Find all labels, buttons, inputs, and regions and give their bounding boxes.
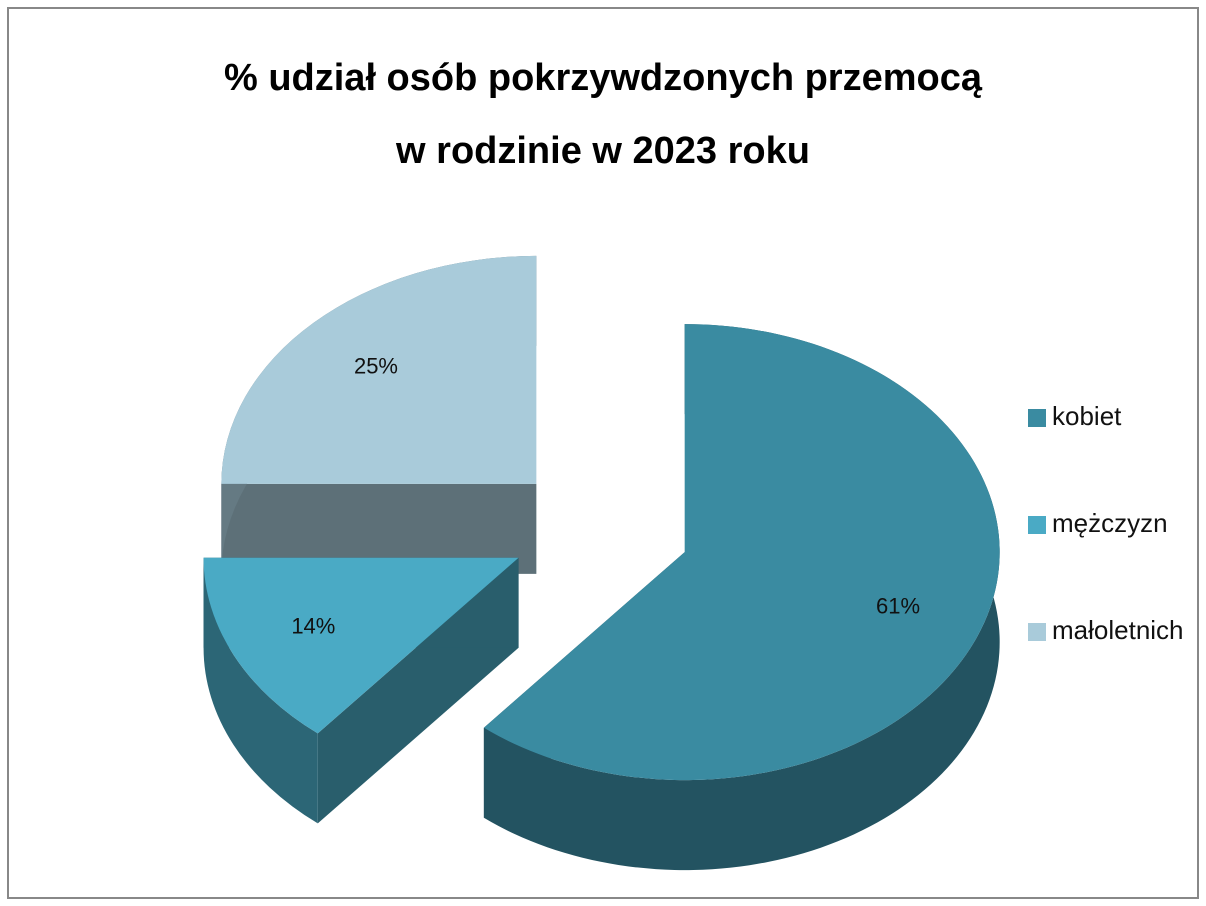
slice-side	[203, 557, 318, 824]
legend-swatch	[1028, 409, 1046, 427]
legend-label: mężczyzn	[1052, 508, 1168, 538]
data-label: 25%	[354, 354, 398, 379]
data-label: 61%	[876, 593, 920, 618]
legend-label: kobiet	[1052, 401, 1122, 431]
chart-title: % udział osób pokrzywdzonych przemocą	[224, 57, 983, 99]
chart-title: w rodzinie w 2023 roku	[395, 130, 810, 172]
slice	[203, 557, 519, 734]
slice-side	[483, 324, 1000, 871]
legend-swatch	[1028, 623, 1046, 641]
data-label: 14%	[291, 613, 335, 638]
legend-swatch	[1028, 516, 1046, 534]
slice	[483, 324, 1000, 781]
slice	[221, 255, 537, 484]
legend-label: małoletnich	[1052, 615, 1184, 645]
slice-side	[221, 483, 537, 574]
